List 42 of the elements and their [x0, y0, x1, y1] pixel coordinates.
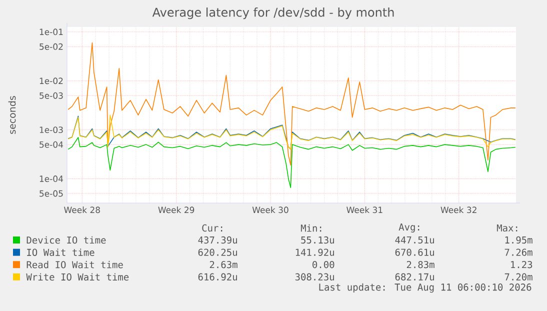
- x-tick-label: Week 28: [64, 206, 100, 214]
- text: 670.61u: [395, 248, 434, 256]
- text: 1.95m: [505, 236, 532, 244]
- y-axis-title: seconds: [8, 96, 16, 134]
- x-tick-label: Week 32: [440, 206, 476, 214]
- text: 55.13u: [301, 236, 334, 244]
- text: 141.92u: [296, 248, 334, 256]
- y-tick-label: 1e-04: [40, 176, 64, 182]
- text: 7.20m: [504, 273, 532, 280]
- text: Cur:: [202, 224, 222, 232]
- legend-label: Device IO time: [26, 236, 106, 244]
- text: 1.23: [511, 261, 532, 268]
- text: 2.83m: [406, 261, 434, 268]
- text: Avg:: [398, 224, 420, 232]
- chart-title: Average latency for /dev/sdd - by month: [152, 8, 394, 20]
- x-tick-label: Week 29: [158, 206, 194, 214]
- y-tick-label: 5e-02: [40, 43, 63, 50]
- text: 437.39u: [198, 236, 237, 244]
- text: 616.92u: [198, 273, 237, 280]
- legend-label: IO Wait time: [27, 248, 94, 256]
- y-tick-label: 1e-01: [40, 28, 63, 36]
- text: 447.51u: [395, 236, 434, 244]
- legend-label: Read IO Wait time: [26, 260, 123, 268]
- text: Min:: [300, 224, 322, 232]
- line-series: [68, 137, 516, 188]
- text: 2.63m: [210, 261, 238, 268]
- y-tick-label: 1e-03: [40, 126, 63, 134]
- y-tick-label: 5e-03: [40, 92, 63, 99]
- text: Last update: Tue Aug 11 06:00:10 2026: [319, 283, 532, 293]
- text: 682.17u: [395, 273, 434, 280]
- text: 308.23u: [295, 273, 334, 280]
- text: 620.25u: [198, 248, 237, 256]
- text: 7.26m: [504, 248, 532, 256]
- text: Max:: [496, 224, 518, 232]
- y-tick-label: 1e-02: [40, 78, 63, 84]
- legend-label: Write IO Wait time: [26, 273, 129, 281]
- y-tick-label: 5e-04: [40, 141, 64, 148]
- y-tick-label: 5e-05: [40, 190, 63, 197]
- text: 0.00: [312, 261, 334, 268]
- line-series: [68, 42, 516, 166]
- x-tick-label: Week 31: [346, 206, 382, 214]
- x-tick-label: Week 30: [252, 206, 288, 214]
